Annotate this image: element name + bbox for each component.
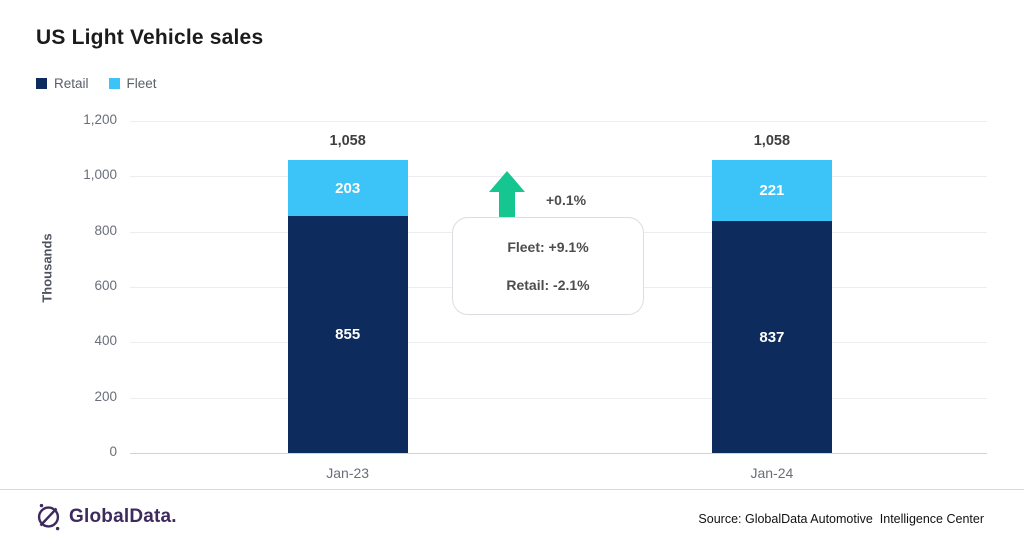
y-axis-title: Thousands: [39, 233, 55, 303]
bar-total-label: 1,058: [329, 133, 366, 150]
globaldata-logo-text: GlobalData.: [69, 506, 177, 527]
x-tick-label: Jan-24: [750, 465, 794, 481]
y-tick-label: 0: [109, 444, 117, 459]
total-change-label: +0.1%: [546, 192, 587, 208]
source-text: Source: GlobalData Automotive Intelligen…: [698, 512, 984, 526]
footer-divider: [0, 489, 1024, 490]
growth-arrow-icon: [489, 171, 525, 222]
fleet-value-label: 221: [759, 182, 785, 200]
y-tick-label: 400: [94, 333, 117, 349]
bar-segment-retail: 837: [711, 221, 832, 453]
retail-change-label: Retail: -2.1%: [506, 276, 590, 293]
x-axis-line: [130, 453, 987, 454]
retail-value-label: 855: [335, 326, 361, 344]
change-summary-box: Fleet: +9.1% Retail: -2.1%: [452, 217, 644, 315]
plot-area: 0 200 400 600 800 1,000 1,200 855 203 1,058 Jan-23…: [83, 112, 987, 481]
legend: Retail Fleet: [36, 76, 157, 91]
y-tick-label: 800: [94, 222, 117, 238]
fleet-change-label: Fleet: +9.1%: [507, 239, 589, 256]
y-tick-label: 200: [94, 388, 117, 404]
globaldata-logo: GlobalData.: [35, 503, 177, 531]
fleet-value-label: 203: [335, 179, 361, 197]
gridline: [130, 397, 987, 399]
globaldata-logo-icon: [35, 503, 62, 531]
gridline: [130, 176, 987, 178]
bar-segment-retail: 855: [287, 216, 408, 453]
x-tick-label: Jan-23: [326, 465, 370, 481]
retail-value-label: 837: [759, 328, 785, 346]
gridline: [130, 121, 987, 122]
y-tick-label: 1,000: [83, 167, 117, 183]
bar-total-label: 1,058: [753, 133, 791, 150]
legend-item-fleet: Fleet: [108, 76, 157, 91]
gridline: [130, 342, 987, 344]
legend-label-retail: Retail: [54, 76, 89, 91]
bar-segment-fleet: 221: [711, 160, 832, 222]
page-title: US Light Vehicle sales: [36, 26, 264, 49]
y-tick-label: 600: [94, 278, 117, 293]
retail-swatch-icon: [36, 78, 47, 89]
fleet-swatch-icon: [108, 78, 120, 89]
legend-item-retail: Retail: [36, 76, 89, 91]
bar-segment-fleet: 203: [287, 160, 408, 217]
legend-label-fleet: Fleet: [126, 76, 157, 91]
y-tick-label: 1,200: [83, 112, 117, 127]
